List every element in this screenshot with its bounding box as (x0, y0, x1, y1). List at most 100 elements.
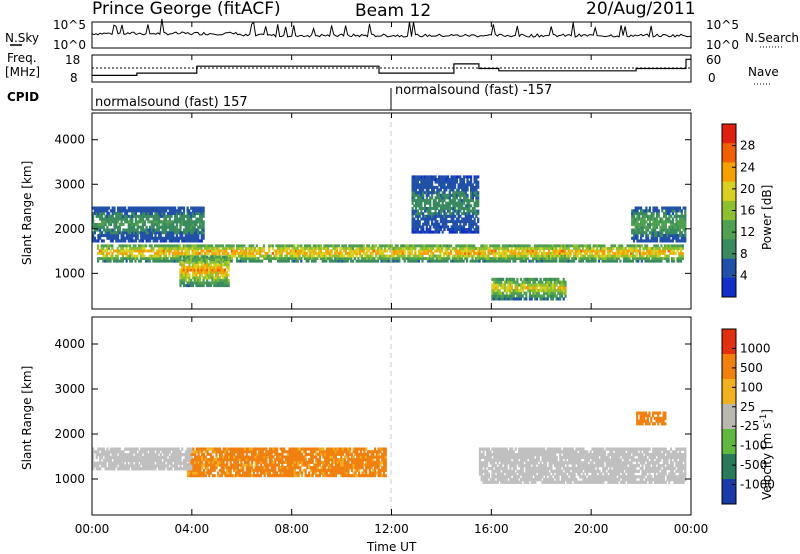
power-cell (147, 206, 150, 210)
power-cell (241, 257, 244, 260)
power-cell (435, 244, 438, 248)
power-cell (651, 247, 654, 250)
velocity-cell (274, 463, 277, 467)
power-cell (571, 259, 574, 263)
velocity-cell (270, 466, 273, 470)
power-cell (222, 276, 225, 280)
power-cell (105, 244, 109, 248)
power-cell (592, 244, 595, 248)
power-cell (188, 209, 191, 213)
velocity-cell (240, 447, 243, 451)
power-cell (652, 228, 655, 232)
power-cell (117, 236, 120, 240)
power-cell (410, 257, 413, 260)
power-cell (645, 225, 648, 229)
power-cell (464, 199, 467, 203)
velocity-cell (313, 463, 316, 467)
power-cell (450, 185, 453, 189)
power-cell (275, 254, 278, 258)
velocity-cell (211, 460, 214, 464)
power-cell (559, 286, 562, 290)
power-cell (466, 257, 469, 260)
power-cell (143, 234, 146, 238)
power-cell (186, 247, 189, 250)
power-cell (532, 277, 535, 281)
power-cell (191, 247, 194, 250)
velocity-cell (286, 474, 289, 478)
power-cell (494, 277, 498, 281)
power-cell (664, 239, 667, 243)
power-cell (105, 252, 109, 255)
velocity-cell (281, 471, 284, 475)
power-cell (439, 259, 442, 263)
power-cell (661, 220, 664, 224)
velocity-cell (297, 466, 300, 470)
power-cell (357, 257, 360, 260)
power-cell (606, 247, 610, 250)
power-cell (473, 180, 476, 184)
power-cell (647, 247, 651, 250)
power-cell (680, 231, 683, 235)
velocity-cell (252, 458, 255, 462)
power-cell (535, 291, 539, 295)
power-cell (426, 249, 429, 253)
power-cell (197, 263, 200, 267)
velocity-cell (231, 452, 234, 456)
power-cell (678, 220, 682, 224)
velocity-cell (281, 474, 284, 478)
power-cell (170, 220, 173, 224)
power-cell (405, 257, 408, 260)
power-cell (491, 283, 494, 287)
velocity-cell (274, 468, 277, 472)
power-cell (446, 183, 450, 187)
power-cell (606, 249, 610, 253)
power-cell (425, 220, 428, 224)
power-cell (662, 252, 665, 255)
power-cell (122, 209, 125, 213)
velocity-cell (254, 447, 257, 451)
power-cell (473, 217, 476, 221)
power-cell (468, 199, 471, 203)
power-cell (376, 257, 380, 260)
power-cell (682, 225, 685, 229)
power-cell (650, 234, 653, 238)
velocity-cell (272, 474, 275, 478)
power-cell (528, 291, 531, 295)
power-cell (556, 249, 560, 253)
power-cell (592, 254, 595, 258)
power-cell (448, 178, 451, 181)
power-cell (453, 249, 456, 253)
power-cell (443, 217, 446, 221)
power-cell (540, 244, 544, 248)
power-cell (678, 223, 682, 227)
power-cell (177, 220, 180, 224)
velocity-cell (233, 474, 236, 478)
power-cell (502, 294, 505, 298)
power-cell (682, 214, 685, 218)
power-cell (98, 257, 101, 260)
power-cell (578, 259, 581, 263)
power-cell (104, 223, 107, 227)
power-cell (608, 252, 611, 255)
power-cell (671, 234, 674, 238)
power-cell (480, 249, 483, 253)
velocity-cell (265, 447, 268, 451)
power-cell (141, 214, 145, 218)
velocity-cell (211, 447, 214, 451)
power-cell (443, 228, 446, 231)
power-cell (359, 252, 362, 255)
power-cell (423, 175, 427, 179)
power-cell (441, 196, 444, 200)
power-cell (200, 260, 203, 264)
power-cell (446, 252, 449, 255)
velocity-cell (242, 455, 245, 459)
power-cell (124, 228, 127, 232)
power-cell (460, 254, 463, 258)
velocity-cell (261, 466, 264, 470)
velocity-cell (299, 447, 302, 451)
power-cell (177, 247, 180, 250)
colorbar-tick-label: 28 (740, 139, 755, 153)
power-cell (341, 257, 344, 260)
power-cell (466, 249, 469, 253)
velocity-cell (311, 447, 314, 451)
